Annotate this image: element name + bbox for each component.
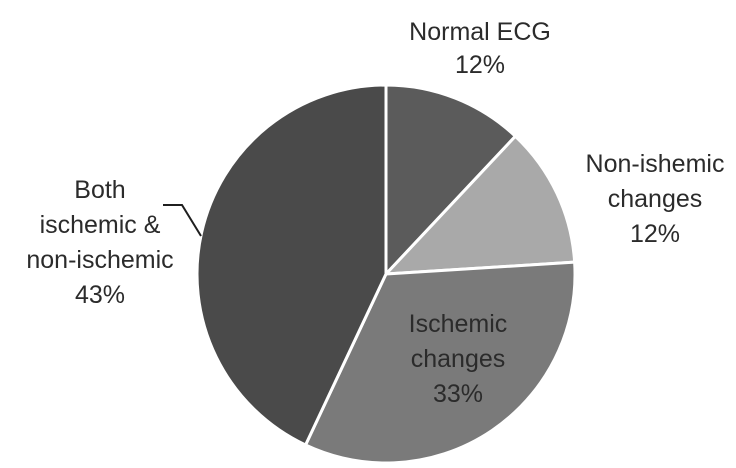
pie-label-line: Ischemic — [409, 310, 508, 338]
pie-slice-ischemic-changes — [304, 260, 577, 465]
leader-line-both-ischemic-and-non-ischemic — [163, 204, 202, 237]
pie-labels: Normal ECG 12% Non-ishemic changes 12% Ischem… — [26, 18, 724, 408]
pie-label-line: changes — [608, 185, 703, 213]
pie-label-line: 33% — [433, 380, 483, 408]
pie-label-line: 12% — [630, 220, 680, 248]
pie-slice-normal-ecg — [384, 83, 517, 276]
pie-label-both-ischemic-and-non-ischemic: Both ischemic & non-ischemic 43% — [26, 176, 173, 309]
pie-label-line: non-ischemic — [26, 246, 173, 274]
pie-label-line: 43% — [75, 281, 125, 309]
pie-slice-both-ischemic-and-non-ischemic — [195, 83, 388, 447]
pie-slices — [195, 83, 577, 465]
pie-label-line: Non-ishemic — [586, 150, 725, 178]
pie-label-normal-ecg: Normal ECG 12% — [409, 18, 551, 79]
pie-label-line: Both — [74, 176, 125, 204]
label-leader-lines — [163, 204, 202, 237]
pie-label-ischemic-changes: Ischemic changes 33% — [409, 310, 508, 408]
pie-slice-non-ishemic-changes — [384, 134, 577, 276]
pie-label-line: changes — [411, 345, 506, 373]
pie-label-line: Normal ECG — [409, 18, 551, 46]
pie-label-non-ishemic-changes: Non-ishemic changes 12% — [586, 150, 725, 248]
pie-label-line: 12% — [455, 51, 505, 79]
pie-label-line: ischemic & — [40, 211, 161, 239]
